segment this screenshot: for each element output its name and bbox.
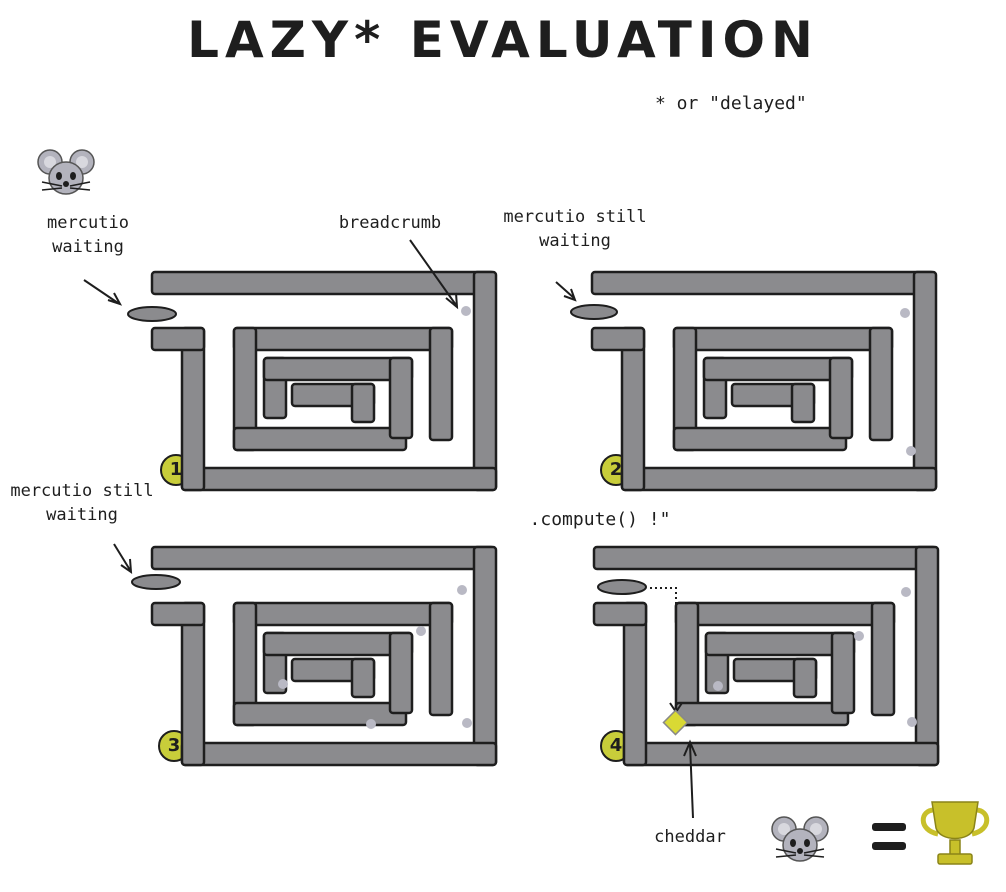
compute-path [650,587,677,710]
maze-panel-2 [590,270,938,492]
mouse-icon [771,816,829,862]
maze-panel-3 [150,545,498,767]
page-title: LAZY* EVALUATION [187,11,819,69]
breadcrumb-icon [907,717,917,727]
breadcrumb-icon [901,587,911,597]
mouse-hole-3 [131,574,181,590]
breadcrumb-icon [854,631,864,641]
breadcrumb-icon [278,679,288,689]
mouse-hole-4 [597,579,647,595]
equals-sign [872,823,906,850]
maze-panel-4 [592,545,940,767]
breadcrumb-icon [906,446,916,456]
footnote: * or "delayed" [655,93,807,114]
breadcrumb-icon [366,719,376,729]
mouse-hole-2 [570,304,618,320]
panel-2-label-line1: mercutio still [503,207,647,227]
panel-3-label-line2: waiting [46,505,118,525]
mouse-icon [37,149,95,195]
breadcrumb-icon [457,585,467,595]
breadcrumb-icon [461,306,471,316]
cheddar-label: cheddar [654,827,726,847]
breadcrumb-icon [416,626,426,636]
trophy-icon [920,801,990,865]
cheese-icon [662,709,689,736]
panel-3-label-line1: mercutio still [10,481,154,501]
breadcrumb-icon [900,308,910,318]
panel-4-label: .compute() !" [529,509,671,530]
panel-1-label-line1: mercutio [47,213,129,233]
breadcrumb-icon [462,718,472,728]
panel-2-label-line2: waiting [539,231,611,251]
breadcrumb-label: breadcrumb [338,213,442,233]
breadcrumb-icon [713,681,723,691]
mouse-hole-1 [127,306,177,322]
maze-panel-1 [150,270,498,492]
panel-1-label-line2: waiting [52,237,124,257]
